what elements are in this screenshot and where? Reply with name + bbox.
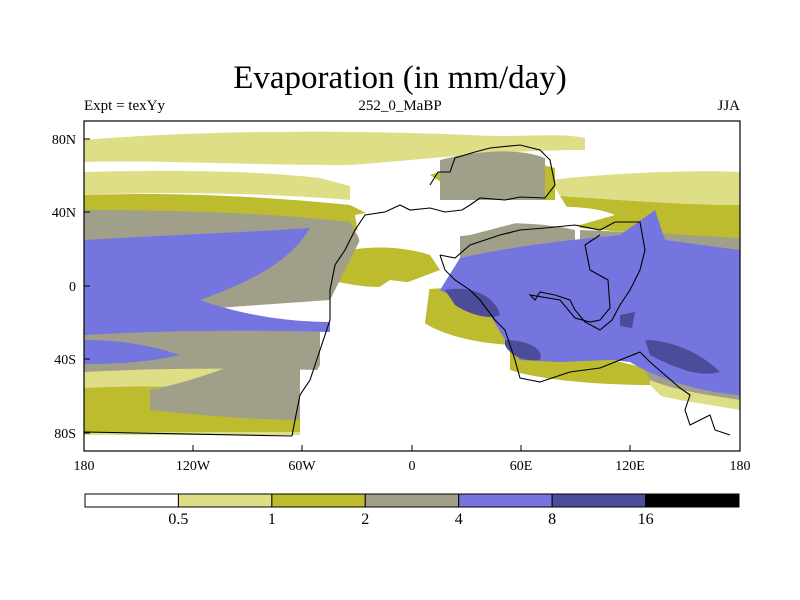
colorbar-level-label: 16	[638, 511, 654, 528]
evaporation-field	[84, 121, 740, 451]
colorbar-swatch	[645, 493, 740, 508]
x-tick-label: 120W	[176, 459, 211, 474]
colorbar-swatch	[84, 493, 179, 508]
y-tick-label: 80N	[52, 133, 76, 148]
colorbar-swatch	[551, 493, 647, 508]
axis-tick-marks	[83, 138, 741, 451]
y-tick-label: 40S	[54, 353, 76, 368]
colorbar-level-label: 8	[548, 511, 556, 528]
coastlines	[84, 144, 731, 437]
season-label: JJA	[717, 98, 740, 114]
x-tick-label: 120E	[615, 459, 645, 474]
y-tick-label: 0	[69, 280, 76, 295]
experiment-label: Expt = texYy	[84, 98, 165, 114]
chart-title: Evaporation (in mm/day)	[233, 60, 567, 96]
colorbar-swatch	[364, 493, 460, 508]
colorbar-level-label: 1	[268, 511, 276, 528]
x-tick-label: 180	[74, 459, 95, 474]
colorbar-level-label: 2	[361, 511, 369, 528]
colorbar-swatch	[458, 493, 553, 508]
colorbar-swatch	[177, 493, 273, 508]
colorbar-level-label: 0.5	[168, 511, 188, 528]
x-tick-label: 60E	[510, 459, 533, 474]
colorbar-swatch	[271, 493, 366, 508]
y-tick-label: 40N	[52, 206, 76, 221]
time-label: 252_0_MaBP	[358, 98, 442, 114]
x-tick-label: 60W	[288, 459, 316, 474]
x-tick-label: 0	[409, 459, 416, 474]
colorbar-level-label: 4	[455, 511, 463, 528]
x-tick-label: 180	[730, 459, 751, 474]
colorbar: 0.5 1 2 4 8 16	[84, 493, 740, 528]
y-tick-label: 80S	[54, 427, 76, 442]
